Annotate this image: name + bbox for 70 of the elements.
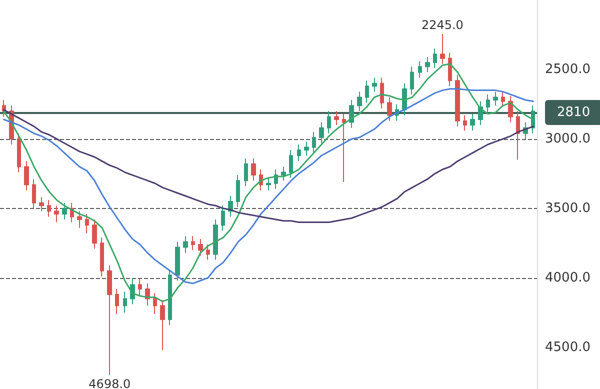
candlestick bbox=[493, 91, 498, 106]
ref-line-label: 2810 bbox=[557, 105, 590, 120]
line-series bbox=[3, 63, 534, 302]
candlestick bbox=[107, 264, 112, 376]
candlestick bbox=[244, 158, 248, 187]
candlestick bbox=[221, 205, 225, 232]
candlestick bbox=[508, 95, 513, 123]
candlestick bbox=[62, 202, 67, 220]
candlestick bbox=[516, 110, 520, 160]
candlestick bbox=[39, 196, 44, 212]
line-series bbox=[3, 109, 534, 224]
candlestick bbox=[410, 66, 414, 95]
candlestick bbox=[183, 236, 188, 254]
candlestick bbox=[266, 177, 271, 191]
candlestick bbox=[304, 141, 309, 156]
y-tick-label: 3500.0 bbox=[545, 200, 590, 216]
candlestick bbox=[54, 205, 59, 223]
candlestick bbox=[206, 244, 210, 260]
candlestick bbox=[334, 110, 339, 126]
candlestick bbox=[319, 122, 324, 144]
candlestick bbox=[92, 219, 97, 250]
candlestick bbox=[289, 150, 293, 178]
y-tick-label: 4500.0 bbox=[545, 340, 590, 355]
candlestick bbox=[47, 200, 51, 218]
candlestick bbox=[281, 166, 286, 182]
y-tick-label: 4000.0 bbox=[545, 270, 590, 286]
candlestick bbox=[115, 288, 119, 314]
annotation: 2245.0 bbox=[421, 18, 464, 32]
candlestick bbox=[380, 77, 384, 109]
candlestick bbox=[198, 238, 203, 256]
candlestick bbox=[501, 91, 505, 108]
candlestick bbox=[327, 110, 331, 134]
candlestick bbox=[349, 100, 354, 128]
candlestick bbox=[32, 178, 36, 209]
candlestick bbox=[486, 94, 490, 114]
candlestick bbox=[160, 300, 165, 351]
candlestick bbox=[365, 80, 369, 104]
candlestick bbox=[153, 292, 157, 314]
candlestick bbox=[455, 74, 460, 127]
candlestick bbox=[85, 213, 89, 234]
candlestick bbox=[236, 174, 240, 208]
candlestick bbox=[138, 278, 142, 296]
candlestick bbox=[425, 56, 430, 73]
candlestick bbox=[470, 113, 475, 132]
candlestick bbox=[387, 96, 392, 122]
candlestick bbox=[418, 60, 422, 78]
candlestick bbox=[433, 48, 437, 69]
line-series bbox=[3, 88, 534, 284]
candlestick bbox=[251, 158, 256, 182]
candlestick bbox=[312, 131, 316, 154]
annotation: 4698.0 bbox=[88, 376, 131, 389]
candlestick bbox=[357, 91, 362, 112]
candlestick bbox=[100, 237, 104, 277]
candlestick bbox=[402, 82, 407, 116]
candlestick bbox=[440, 34, 445, 64]
candlestick bbox=[463, 114, 467, 132]
candlestick bbox=[17, 132, 21, 173]
candlestick bbox=[213, 219, 218, 260]
candlestick bbox=[24, 160, 29, 191]
candlestick bbox=[448, 52, 452, 87]
candlestick bbox=[191, 236, 195, 251]
candlestick bbox=[372, 77, 377, 92]
candlestick bbox=[297, 144, 301, 162]
candlestick bbox=[175, 241, 180, 282]
candlestick bbox=[123, 291, 127, 314]
candlestick bbox=[77, 210, 82, 228]
candlestick bbox=[168, 269, 172, 326]
y-tick-label: 3000.0 bbox=[545, 131, 590, 146]
y-tick-label: 2500.0 bbox=[545, 62, 590, 77]
candlestick bbox=[342, 113, 346, 182]
